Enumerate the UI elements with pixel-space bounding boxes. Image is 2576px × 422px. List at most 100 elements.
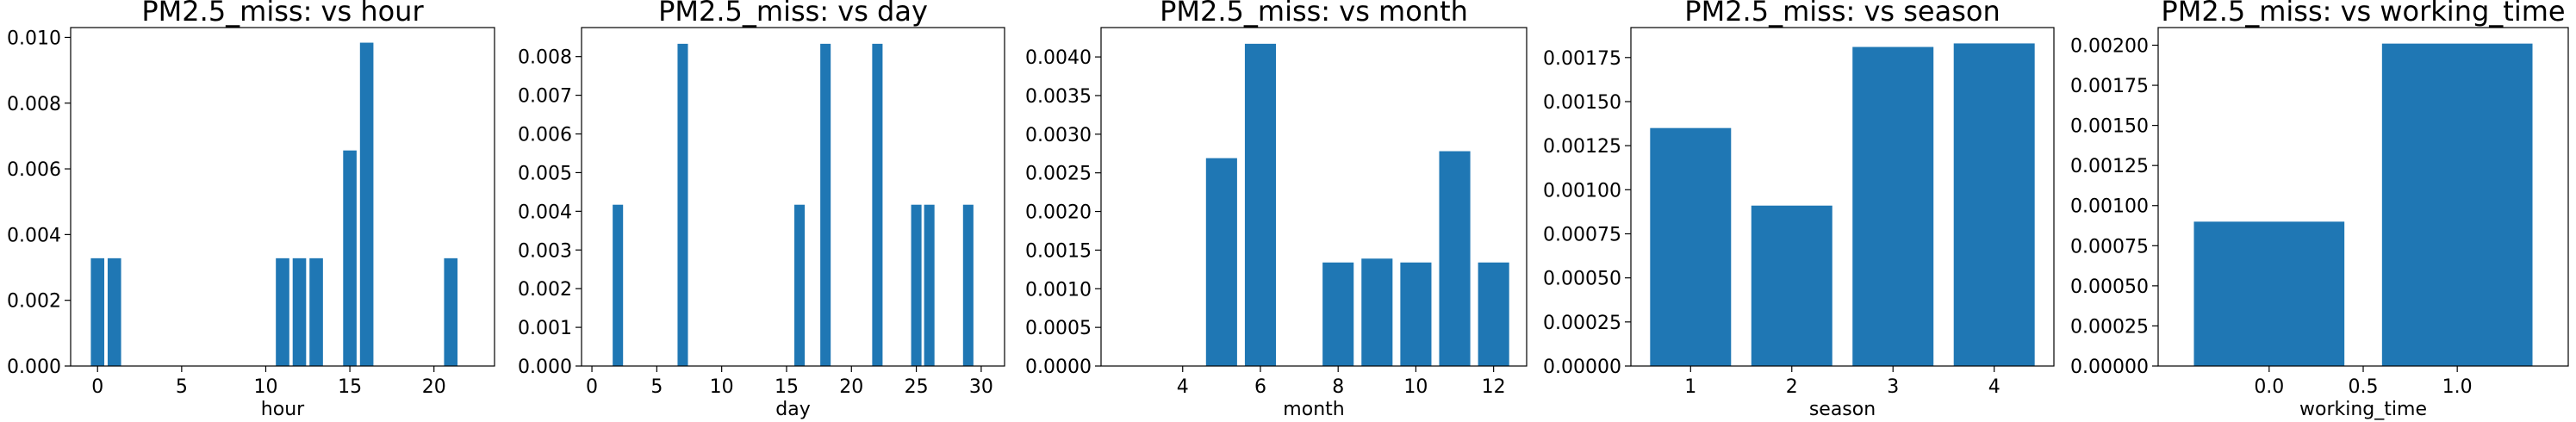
y-tick-label: 0.003 — [518, 240, 572, 262]
y-tick-label: 0.00175 — [1543, 48, 1621, 70]
x-tick-label: 3 — [1887, 376, 1899, 398]
bar — [276, 258, 289, 366]
bar — [1478, 262, 1509, 366]
bar — [444, 258, 458, 366]
x-tick-label: 4 — [1177, 376, 1189, 398]
y-tick-label: 0.00125 — [1543, 136, 1621, 158]
x-tick-label: 8 — [1332, 376, 1344, 398]
y-tick-label: 0.000 — [7, 357, 61, 378]
x-axis-label: season — [1809, 399, 1876, 420]
y-tick-label: 0.000 — [518, 357, 572, 378]
x-tick-label: 10 — [253, 376, 277, 398]
y-tick-label: 0.007 — [518, 86, 572, 108]
y-tick-label: 0.004 — [7, 225, 61, 246]
x-tick-label: 4 — [1988, 376, 2000, 398]
x-tick-label: 25 — [905, 376, 929, 398]
bar — [1953, 43, 2035, 367]
subplot-2: 0.000 0.001 0.002 0.003 0.004 0.005 0.006 0.007… — [518, 0, 1005, 420]
x-tick-label: 5 — [650, 376, 663, 398]
bar — [2381, 43, 2533, 366]
bar — [1650, 127, 1732, 367]
y-tick-label: 0.0040 — [1025, 47, 1092, 69]
x-tick-label: 10 — [1403, 376, 1428, 398]
x-tick-label: 20 — [422, 376, 446, 398]
x-tick-label: 1 — [1684, 376, 1696, 398]
subplot-5: 0.00000 0.00025 0.00050 0.00075 0.00100 0.001… — [2070, 0, 2569, 420]
bar — [872, 43, 883, 367]
y-tick-label: 0.00025 — [1543, 313, 1621, 334]
subplot-4: 0.00000 0.00025 0.00050 0.00075 0.00100 0.001… — [1543, 0, 2055, 420]
bar — [820, 43, 831, 367]
axes-frame — [70, 27, 495, 367]
y-tick-label: 0.010 — [7, 28, 61, 49]
y-tick-label: 0.004 — [518, 202, 572, 223]
y-tick-label: 0.002 — [518, 279, 572, 301]
bar — [1361, 258, 1393, 366]
bar — [309, 258, 323, 366]
bar — [2193, 221, 2345, 366]
subplot-1: 0.000 0.002 0.004 0.006 0.008 0.010 0 5 10 15 20 ho… — [7, 0, 495, 420]
bar — [1322, 262, 1354, 366]
bar — [962, 204, 974, 366]
y-tick-label: 0.00150 — [1543, 92, 1621, 114]
x-tick-label: 2 — [1786, 376, 1798, 398]
x-tick-label: 0 — [91, 376, 103, 398]
bar — [1751, 205, 1832, 366]
y-tick-label: 0.005 — [518, 163, 572, 184]
chart-title: PM2.5_miss: vs working_time — [2161, 0, 2565, 28]
x-tick-label: 20 — [839, 376, 863, 398]
y-tick-label: 0.0000 — [1025, 357, 1092, 378]
y-tick-label: 0.001 — [518, 318, 572, 339]
y-tick-label: 0.008 — [7, 94, 61, 115]
y-tick-label: 0.00175 — [2070, 76, 2149, 97]
y-tick-label: 0.00125 — [2070, 156, 2149, 177]
chart-title: PM2.5_miss: vs season — [1684, 0, 2000, 28]
y-tick-label: 0.006 — [518, 125, 572, 146]
bar — [1400, 262, 1432, 366]
y-tick-label: 0.0005 — [1025, 318, 1092, 339]
bar — [677, 43, 688, 367]
y-tick-label: 0.0025 — [1025, 164, 1092, 185]
bar — [359, 42, 374, 367]
y-tick-label: 0.0015 — [1025, 240, 1092, 262]
y-tick-label: 0.00200 — [2070, 35, 2149, 57]
y-tick-label: 0.0010 — [1025, 279, 1092, 301]
x-tick-label: 12 — [1482, 376, 1506, 398]
y-tick-label: 0.00050 — [2070, 276, 2149, 298]
y-tick-label: 0.00050 — [1543, 269, 1621, 290]
y-tick-label: 0.00150 — [2070, 116, 2149, 138]
x-axis-label: day — [775, 399, 810, 420]
y-tick-label: 0.00100 — [1543, 180, 1621, 202]
y-tick-label: 0.00000 — [2070, 357, 2149, 378]
bar — [1439, 151, 1471, 366]
x-tick-label: 0.0 — [2254, 376, 2284, 398]
bar — [1244, 43, 1277, 367]
bar — [90, 258, 105, 366]
axes-frame — [1100, 27, 1528, 367]
x-tick-label: 10 — [710, 376, 734, 398]
x-tick-label: 5 — [176, 376, 188, 398]
subplot-3: 0.0000 0.0005 0.0010 0.0015 0.0020 0.0025 0.00… — [1025, 0, 1528, 420]
x-tick-label: 15 — [338, 376, 362, 398]
y-tick-label: 0.00100 — [2070, 196, 2149, 218]
y-tick-label: 0.00075 — [1543, 224, 1621, 245]
x-tick-label: 1.0 — [2442, 376, 2473, 398]
bar — [1852, 47, 1934, 367]
bar — [107, 258, 121, 366]
axes-frame — [581, 27, 1005, 367]
chart-title: PM2.5_miss: vs month — [1160, 0, 1468, 28]
y-tick-label: 0.006 — [7, 159, 61, 181]
bar — [911, 204, 922, 366]
bar — [292, 258, 307, 366]
chart-title: PM2.5_miss: vs hour — [141, 0, 424, 28]
y-tick-label: 0.008 — [518, 47, 572, 69]
y-tick-label: 0.0035 — [1025, 86, 1092, 108]
x-tick-label: 6 — [1254, 376, 1266, 398]
x-tick-label: 30 — [969, 376, 993, 398]
y-tick-label: 0.00025 — [2070, 316, 2149, 338]
bar — [1205, 158, 1237, 366]
x-axis-label: working_time — [2299, 399, 2427, 420]
